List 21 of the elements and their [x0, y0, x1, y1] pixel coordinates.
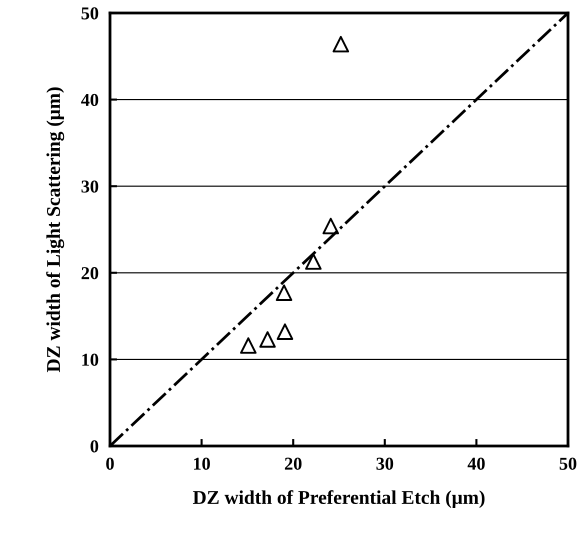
point [259, 331, 276, 348]
x-tick-label: 0 [106, 458, 114, 470]
x-axis-title: DZ width of Preferential Etch (μm) [192, 490, 485, 508]
y-tick-label: 0 [90, 440, 98, 452]
point [322, 218, 340, 234]
point [305, 253, 322, 270]
point [276, 284, 292, 301]
point [332, 36, 350, 52]
y-tick-label: 40 [81, 94, 98, 106]
y-tick-label: 50 [82, 7, 98, 20]
y-tick-label: 30 [82, 180, 98, 193]
x-tick-label: 20 [284, 458, 302, 470]
x-tick-label: 30 [376, 458, 394, 470]
y-axis-title: DZ width of Light Scattering (μm) [46, 87, 64, 372]
x-tick-label: 40 [468, 458, 485, 470]
point [276, 323, 294, 340]
y-tick-label: 10 [82, 354, 98, 366]
x-tick-label: 10 [194, 458, 210, 470]
point [240, 337, 257, 354]
y-tick-label: 20 [82, 267, 98, 280]
x-tick-label: 50 [560, 458, 576, 470]
